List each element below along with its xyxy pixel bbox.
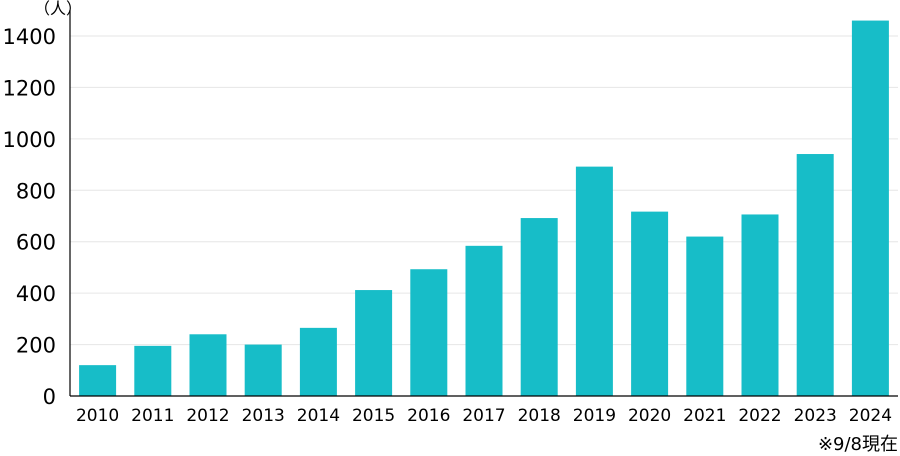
bar [686,236,724,396]
x-tick-label: 2012 [186,406,229,426]
y-tick-label: 200 [16,334,56,358]
bar [410,269,448,396]
x-tick-label: 2016 [407,406,450,426]
y-tick-label: 1000 [3,128,56,152]
bar [851,20,889,396]
y-tick-label: 400 [16,282,56,306]
bars [79,20,889,396]
bar [796,154,834,396]
bar [244,344,282,396]
bar [520,218,558,396]
y-tick-label: 1200 [3,76,56,100]
footnote: ※9/8現在 [818,434,898,455]
y-tick-label: 1400 [3,25,56,49]
bar [299,327,337,396]
bar [575,166,613,396]
y-tick-label: 0 [43,385,56,409]
x-tick-label: 2022 [738,406,781,426]
x-tick-label: 2019 [573,406,616,426]
bar [134,345,172,396]
x-tick-label: 2010 [76,406,119,426]
x-tick-label: 2021 [683,406,726,426]
y-tick-labels: 0 200 400 600 800 1000 1200 1400 [3,25,56,409]
grid-lines [70,35,898,346]
y-unit-label: （人） [34,0,82,18]
x-tick-label: 2024 [849,406,892,426]
bar [79,365,117,396]
x-tick-label: 2018 [518,406,561,426]
y-tick-label: 600 [16,231,56,255]
x-tick-label: 2013 [242,406,285,426]
bar [355,290,393,396]
bar [189,334,227,396]
bar [465,245,503,396]
x-tick-label: 2023 [794,406,837,426]
y-tick-label: 800 [16,179,56,203]
x-tick-label: 2017 [462,406,505,426]
x-tick-labels: 2010 2011 2012 2013 2014 2015 2016 2017 2018 2019… [76,406,892,426]
x-tick-label: 2015 [352,406,395,426]
bar [631,211,669,396]
x-tick-label: 2011 [131,406,174,426]
x-tick-label: 2020 [628,406,671,426]
bar [741,214,779,396]
x-tick-label: 2014 [297,406,340,426]
